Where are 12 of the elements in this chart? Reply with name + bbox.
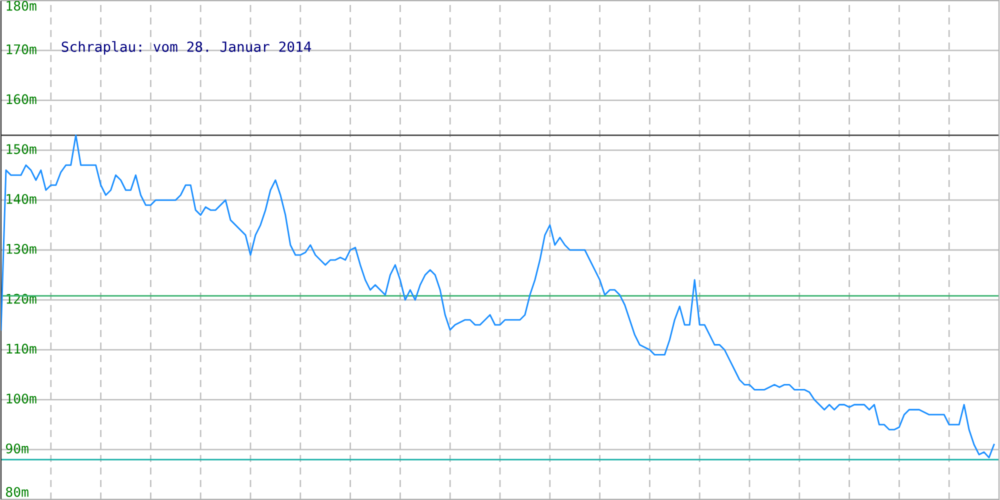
y-tick-label: 160m bbox=[6, 94, 36, 104]
y-tick-label: 80m bbox=[6, 486, 28, 497]
y-tick-label: 100m bbox=[6, 394, 36, 404]
line-series bbox=[1, 134, 995, 458]
y-tick-label: 130m bbox=[6, 244, 36, 254]
y-tick-label: 90m bbox=[6, 443, 28, 454]
y-tick-label: 140m bbox=[6, 194, 36, 204]
y-tick-label: 150m bbox=[6, 144, 36, 154]
text: Schraplau: vom 28. Januar 2014 bbox=[62, 41, 312, 55]
y-tick-label: 170m bbox=[6, 44, 36, 54]
y-tick-label: 110m bbox=[6, 344, 36, 354]
y-tick-label: 180m bbox=[6, 0, 36, 11]
